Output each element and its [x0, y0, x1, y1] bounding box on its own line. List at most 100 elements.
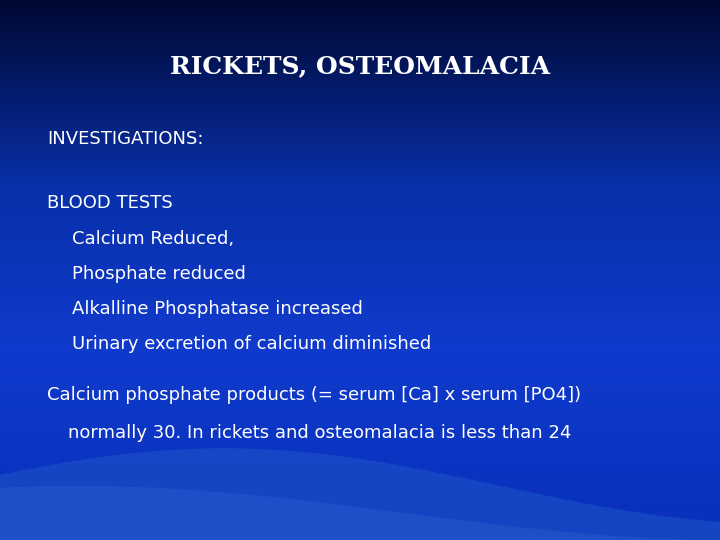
Bar	[0, 11, 720, 14]
Bar	[0, 500, 720, 502]
Bar	[0, 43, 720, 46]
Bar	[0, 497, 720, 500]
Bar	[0, 162, 720, 165]
Bar	[0, 8, 720, 11]
Text: INVESTIGATIONS:: INVESTIGATIONS:	[47, 130, 203, 147]
Bar	[0, 254, 720, 256]
Bar	[0, 532, 720, 535]
Bar	[0, 32, 720, 35]
Text: Phosphate reduced: Phosphate reduced	[72, 265, 246, 282]
Bar	[0, 122, 720, 124]
Bar	[0, 181, 720, 184]
Bar	[0, 35, 720, 38]
Bar	[0, 111, 720, 113]
Bar	[0, 324, 720, 327]
Bar	[0, 308, 720, 310]
Bar	[0, 343, 720, 346]
Bar	[0, 159, 720, 162]
Bar	[0, 97, 720, 100]
Bar	[0, 437, 720, 440]
Bar	[0, 127, 720, 130]
Bar	[0, 140, 720, 143]
Polygon shape	[0, 448, 720, 540]
Bar	[0, 224, 720, 227]
Bar	[0, 230, 720, 232]
Bar	[0, 537, 720, 540]
Text: Calcium Reduced,: Calcium Reduced,	[72, 230, 234, 247]
Bar	[0, 221, 720, 224]
Bar	[0, 262, 720, 265]
Bar	[0, 427, 720, 429]
Bar	[0, 46, 720, 49]
Bar	[0, 459, 720, 462]
Bar	[0, 227, 720, 229]
Bar	[0, 440, 720, 443]
Bar	[0, 170, 720, 173]
Bar	[0, 448, 720, 451]
Bar	[0, 248, 720, 251]
Bar	[0, 256, 720, 259]
Bar	[0, 483, 720, 486]
Bar	[0, 238, 720, 240]
Bar	[0, 119, 720, 122]
Bar	[0, 49, 720, 51]
Bar	[0, 321, 720, 324]
Bar	[0, 294, 720, 297]
Bar	[0, 286, 720, 289]
Bar	[0, 362, 720, 364]
Bar	[0, 40, 720, 43]
Bar	[0, 108, 720, 111]
Bar	[0, 27, 720, 30]
Bar	[0, 364, 720, 367]
Bar	[0, 65, 720, 68]
Bar	[0, 524, 720, 526]
Bar	[0, 416, 720, 418]
Bar	[0, 486, 720, 489]
Bar	[0, 518, 720, 521]
Text: Calcium phosphate products (= serum [Ca] x serum [PO4]): Calcium phosphate products (= serum [Ca]…	[47, 386, 581, 404]
Bar	[0, 240, 720, 243]
Bar	[0, 76, 720, 78]
Bar	[0, 394, 720, 397]
Bar	[0, 86, 720, 89]
Bar	[0, 113, 720, 116]
Bar	[0, 386, 720, 389]
Bar	[0, 359, 720, 362]
Bar	[0, 57, 720, 59]
Bar	[0, 267, 720, 270]
Bar	[0, 505, 720, 508]
Bar	[0, 405, 720, 408]
Bar	[0, 124, 720, 127]
Bar	[0, 94, 720, 97]
Bar	[0, 402, 720, 405]
Bar	[0, 475, 720, 478]
Bar	[0, 446, 720, 448]
Bar	[0, 192, 720, 194]
Text: Alkalline Phosphatase increased: Alkalline Phosphatase increased	[72, 300, 363, 318]
Bar	[0, 184, 720, 186]
Bar	[0, 157, 720, 159]
Bar	[0, 54, 720, 57]
Bar	[0, 472, 720, 475]
Bar	[0, 130, 720, 132]
Bar	[0, 200, 720, 202]
Bar	[0, 259, 720, 262]
Bar	[0, 302, 720, 305]
Bar	[0, 462, 720, 464]
Bar	[0, 356, 720, 359]
Bar	[0, 273, 720, 275]
Bar	[0, 529, 720, 532]
Bar	[0, 489, 720, 491]
Bar	[0, 243, 720, 246]
Bar	[0, 413, 720, 416]
Bar	[0, 30, 720, 32]
Bar	[0, 429, 720, 432]
Bar	[0, 375, 720, 378]
Bar	[0, 510, 720, 513]
Text: Urinary excretion of calcium diminished: Urinary excretion of calcium diminished	[72, 335, 431, 353]
Bar	[0, 202, 720, 205]
Bar	[0, 418, 720, 421]
Bar	[0, 456, 720, 459]
Bar	[0, 148, 720, 151]
Bar	[0, 354, 720, 356]
